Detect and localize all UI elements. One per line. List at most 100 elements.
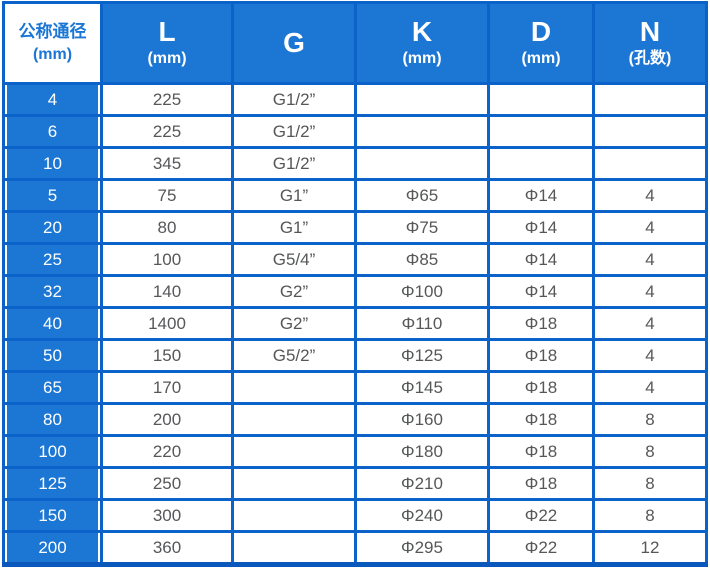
header-cell-N: N (孔数) (592, 1, 708, 85)
cell-value: G1” (231, 178, 357, 213)
cell-value: Φ22 (487, 498, 595, 533)
table-row: 80 200 Φ160 Φ18 8 (2, 402, 708, 437)
header-title: 公称通径 (18, 22, 87, 41)
cell-value: Φ18 (487, 402, 595, 437)
cell-value: Φ295 (354, 530, 490, 566)
cell-value: 345 (100, 146, 234, 181)
cell-value: G1/2” (231, 114, 357, 149)
cell-value (231, 402, 357, 437)
row-nominal-diameter-value: 100 (2, 434, 103, 469)
cell-value: 170 (100, 370, 234, 405)
row-nominal-diameter-value: 200 (2, 530, 103, 566)
cell-value: G2” (231, 274, 357, 309)
cell-value: 75 (100, 178, 234, 213)
cell-value: Φ18 (487, 466, 595, 501)
cell-value: Φ145 (354, 370, 490, 405)
header-cell-nominal-diameter: 公称通径 (mm) (2, 1, 103, 85)
row-nominal-diameter-value: 25 (2, 242, 103, 277)
cell-value: Φ100 (354, 274, 490, 309)
table-row: 100 220 Φ180 Φ18 8 (2, 434, 708, 469)
cell-value: Φ160 (354, 402, 490, 437)
cell-value: Φ14 (487, 242, 595, 277)
cell-value: G5/2” (231, 338, 357, 373)
row-nominal-diameter-value: 32 (2, 274, 103, 309)
row-nominal-diameter-value: 125 (2, 466, 103, 501)
cell-value: 80 (100, 210, 234, 245)
header-subtitle: (mm) (147, 50, 187, 67)
cell-value: 8 (592, 466, 708, 501)
cell-value: 4 (592, 306, 708, 341)
cell-value: Φ14 (487, 274, 595, 309)
cell-value (354, 146, 490, 181)
header-subtitle: (mm) (521, 50, 561, 67)
header-title: L (158, 16, 176, 47)
table-row: 125 250 Φ210 Φ18 8 (2, 466, 708, 501)
table-row: 20 80 G1” Φ75 Φ14 4 (2, 210, 708, 245)
cell-value: Φ18 (487, 370, 595, 405)
cell-value: 4 (592, 370, 708, 405)
header-cell-D: D (mm) (487, 1, 595, 85)
cell-value (592, 82, 708, 117)
table-row: 10 345 G1/2” (2, 146, 708, 181)
row-nominal-diameter-value: 65 (2, 370, 103, 405)
cell-value: 4 (592, 338, 708, 373)
cell-value: 250 (100, 466, 234, 501)
cell-value: Φ180 (354, 434, 490, 469)
table-body: 4 225 G1/2” 6 225 G1/2” 10 345 G1/2” 5 75 G1” Φ65 Φ14… (2, 82, 708, 566)
cell-value: Φ18 (487, 434, 595, 469)
table-row: 200 360 Φ295 Φ22 12 (2, 530, 708, 566)
table-row: 32 140 G2” Φ100 Φ14 4 (2, 274, 708, 309)
row-nominal-diameter-value: 5 (2, 178, 103, 213)
cell-value (354, 82, 490, 117)
cell-value: G1/2” (231, 82, 357, 117)
cell-value: 1400 (100, 306, 234, 341)
cell-value: Φ75 (354, 210, 490, 245)
header-row: 公称通径 (mm) L (mm) G K (mm) D (mm) (2, 1, 708, 85)
cell-value: G1” (231, 210, 357, 245)
cell-value (231, 370, 357, 405)
table-row: 25 100 G5/4” Φ85 Φ14 4 (2, 242, 708, 277)
cell-value: Φ18 (487, 338, 595, 373)
cell-value: Φ14 (487, 210, 595, 245)
cell-value: Φ22 (487, 530, 595, 566)
table-row: 5 75 G1” Φ65 Φ14 4 (2, 178, 708, 213)
cell-value: Φ14 (487, 178, 595, 213)
cell-value: G5/4” (231, 242, 357, 277)
row-nominal-diameter-value: 150 (2, 498, 103, 533)
cell-value: Φ210 (354, 466, 490, 501)
cell-value: 8 (592, 498, 708, 533)
header-subtitle: (mm) (32, 46, 73, 63)
cell-value (487, 146, 595, 181)
table-row: 6 225 G1/2” (2, 114, 708, 149)
table-row: 4 225 G1/2” (2, 82, 708, 117)
cell-value: Φ125 (354, 338, 490, 373)
header-cell-G: G (231, 1, 357, 85)
header-subtitle: (孔数) (628, 50, 672, 67)
cell-value: 4 (592, 210, 708, 245)
header-cell-L: L (mm) (100, 1, 234, 85)
table-row: 50 150 G5/2” Φ125 Φ18 4 (2, 338, 708, 373)
cell-value: 225 (100, 114, 234, 149)
cell-value (231, 434, 357, 469)
cell-value: 100 (100, 242, 234, 277)
header-title: D (530, 16, 552, 47)
row-nominal-diameter-value: 10 (2, 146, 103, 181)
row-nominal-diameter-value: 20 (2, 210, 103, 245)
table-row: 150 300 Φ240 Φ22 8 (2, 498, 708, 533)
row-nominal-diameter-value: 80 (2, 402, 103, 437)
row-nominal-diameter-value: 6 (2, 114, 103, 149)
cell-value (231, 498, 357, 533)
cell-value: 150 (100, 338, 234, 373)
cell-value (592, 146, 708, 181)
cell-value: 220 (100, 434, 234, 469)
header-title: N (639, 16, 661, 47)
cell-value: G2” (231, 306, 357, 341)
cell-value: 4 (592, 242, 708, 277)
cell-value: Φ240 (354, 498, 490, 533)
cell-value (231, 530, 357, 566)
cell-value: 200 (100, 402, 234, 437)
cell-value (354, 114, 490, 149)
row-nominal-diameter-value: 4 (2, 82, 103, 117)
